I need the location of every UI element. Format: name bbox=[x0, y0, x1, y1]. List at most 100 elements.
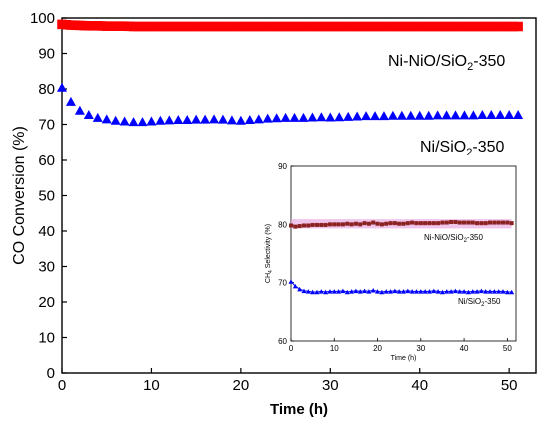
data-point bbox=[378, 111, 389, 121]
series-label-tail: -350 bbox=[467, 233, 484, 242]
inset-data-point bbox=[301, 288, 307, 294]
inset-x-tick-label: 40 bbox=[460, 344, 469, 353]
data-point bbox=[65, 96, 76, 106]
inset-data-point bbox=[327, 289, 333, 294]
inset-data-point bbox=[332, 222, 337, 227]
inset-data-point bbox=[297, 224, 302, 229]
inset-data-point bbox=[509, 289, 515, 295]
inset-data-point bbox=[397, 221, 402, 226]
inset-data-point bbox=[383, 289, 389, 294]
data-point bbox=[74, 105, 85, 115]
series-label: Ni/SiO2-350 bbox=[458, 297, 501, 308]
inset-background bbox=[256, 155, 532, 367]
x-tick-label: 30 bbox=[322, 377, 339, 394]
series-label: Ni/SiO2-350 bbox=[420, 139, 504, 159]
inset-x-tick-label: 10 bbox=[330, 344, 339, 353]
data-point bbox=[495, 110, 506, 120]
data-point bbox=[226, 115, 237, 125]
inset-data-point bbox=[401, 289, 406, 294]
data-point bbox=[307, 112, 318, 122]
inset-y-tick-label: 70 bbox=[278, 279, 287, 288]
inset-data-point bbox=[436, 221, 441, 226]
series-label-subscript: 2 bbox=[464, 238, 468, 244]
inset-data-point bbox=[440, 220, 445, 225]
y-tick-label: 10 bbox=[38, 330, 55, 347]
y-tick-label: 20 bbox=[38, 294, 55, 311]
data-point bbox=[334, 112, 345, 122]
data-point bbox=[486, 110, 497, 120]
inset-data-point bbox=[375, 289, 381, 294]
inset-x-tick-label: 20 bbox=[373, 344, 382, 353]
inset-data-point bbox=[427, 221, 432, 226]
inset-data-point bbox=[318, 289, 324, 294]
inset-data-point bbox=[405, 288, 411, 294]
inset-data-point bbox=[457, 220, 462, 225]
y-tick-label: 30 bbox=[38, 259, 55, 276]
y-tick-label: 0 bbox=[47, 365, 55, 382]
data-point bbox=[504, 110, 515, 120]
inset-data-point bbox=[349, 289, 355, 294]
inset-data-point bbox=[310, 222, 315, 227]
inset-y-axis-title-part: CH bbox=[265, 273, 272, 283]
inset-data-point bbox=[452, 288, 458, 294]
inset-data-point bbox=[426, 289, 432, 294]
inset-data-point bbox=[314, 222, 319, 227]
inset-data-point bbox=[349, 222, 354, 227]
inset-data-point bbox=[491, 289, 497, 294]
inset-data-point bbox=[488, 220, 493, 225]
inset-x-tick-label: 30 bbox=[416, 344, 425, 353]
series-label-tail: -350 bbox=[473, 53, 505, 70]
inset-data-point bbox=[422, 289, 428, 294]
data-point bbox=[173, 115, 184, 125]
inset-data-point bbox=[505, 220, 510, 225]
y-tick-label: 90 bbox=[38, 46, 55, 63]
data-point bbox=[146, 116, 157, 126]
inset-data-point bbox=[362, 288, 368, 294]
inset-data-point bbox=[323, 222, 328, 227]
inset-x-tick-label: 50 bbox=[503, 344, 512, 353]
inset-data-point bbox=[418, 221, 423, 226]
series-label-subscript: 2 bbox=[467, 61, 473, 73]
data-point bbox=[423, 110, 434, 120]
y-tick-label: 60 bbox=[38, 152, 55, 169]
inset-data-point bbox=[414, 221, 419, 226]
data-point bbox=[209, 114, 220, 124]
inset-plot-frame bbox=[290, 165, 517, 342]
x-axis-title: Time (h) bbox=[270, 401, 328, 418]
inset-series-line bbox=[290, 281, 512, 293]
inset-axes: 60 70 80 90 0 10 20 30 40 50 Time (h) CH4 Selectivi… bbox=[265, 162, 517, 362]
inset-data-point bbox=[401, 221, 406, 226]
data-point bbox=[119, 116, 130, 126]
inset-data-point bbox=[388, 289, 394, 294]
inset-data-point bbox=[439, 289, 445, 295]
data-point bbox=[468, 110, 479, 120]
inset-data-point bbox=[327, 222, 332, 227]
data-point bbox=[316, 112, 327, 122]
inset-data-point bbox=[444, 220, 449, 225]
inset-data-point bbox=[305, 289, 311, 294]
inset-data-point bbox=[509, 221, 514, 226]
data-point bbox=[405, 110, 416, 120]
inset-series-line bbox=[290, 221, 512, 228]
x-tick-label: 40 bbox=[411, 377, 428, 394]
series-label-subscript: 2 bbox=[466, 147, 472, 159]
inset-data-point bbox=[449, 220, 454, 224]
data-point bbox=[164, 115, 175, 125]
series-label-subscript: 2 bbox=[481, 302, 485, 308]
series-label-main: Ni-NiO/SiO bbox=[388, 53, 467, 70]
inset-data-point bbox=[362, 221, 367, 226]
inset-data-point bbox=[336, 222, 341, 227]
data-point bbox=[387, 110, 398, 120]
inset-data-point bbox=[396, 289, 402, 294]
inset-data-point bbox=[483, 221, 488, 226]
series-label: Ni-NiO/SiO2-350 bbox=[388, 53, 505, 73]
inset-data-point bbox=[340, 222, 345, 227]
inset-data-point bbox=[379, 289, 385, 295]
inset-data-point bbox=[470, 220, 475, 225]
inset-data-point bbox=[288, 279, 294, 284]
data-point bbox=[513, 21, 523, 32]
inset-data-point bbox=[392, 288, 398, 294]
inset-y-tick-label: 80 bbox=[278, 220, 287, 229]
